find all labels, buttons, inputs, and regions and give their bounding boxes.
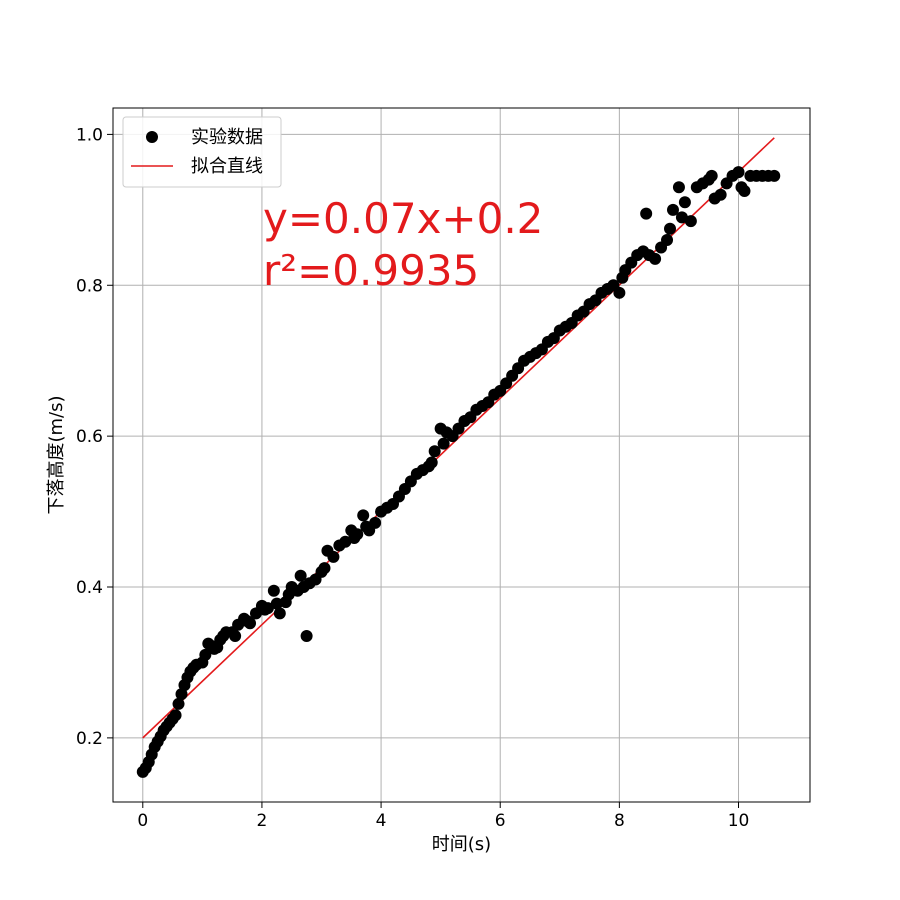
y-tick-label: 0.8: [76, 276, 103, 296]
y-tick-label: 0.4: [76, 578, 103, 598]
data-point: [327, 550, 340, 563]
data-point: [425, 456, 438, 469]
data-point: [273, 607, 286, 620]
x-tick-label: 0: [137, 811, 148, 831]
data-point: [267, 584, 280, 597]
data-point: [369, 516, 382, 529]
grid: [113, 108, 810, 802]
x-tick-label: 8: [614, 811, 625, 831]
data-point: [666, 203, 679, 216]
data-point: [613, 286, 626, 299]
data-point: [768, 169, 781, 182]
r-squared-annotation: r²=0.9935: [263, 246, 479, 295]
data-point: [357, 509, 370, 522]
data-point: [175, 688, 188, 701]
legend-box: [122, 116, 282, 188]
data-point: [714, 188, 727, 201]
data-point: [640, 207, 653, 220]
data-point: [428, 445, 441, 458]
x-tick-label: 4: [376, 811, 387, 831]
legend-label-scatter: 实验数据: [191, 127, 263, 148]
data-point: [261, 602, 274, 615]
data-point: [732, 166, 745, 179]
data-point: [678, 196, 691, 209]
data-point: [684, 215, 697, 228]
legend-label-fit: 拟合直线: [191, 156, 263, 177]
x-tick-label: 2: [257, 811, 268, 831]
data-point: [664, 222, 677, 235]
data-point: [437, 437, 450, 450]
y-tick-label: 0.6: [76, 427, 103, 447]
legend-marker-scatter: [146, 131, 158, 143]
y-tick-label: 0.2: [76, 729, 103, 749]
data-point: [300, 630, 313, 643]
data-point: [738, 184, 751, 197]
data-point: [172, 697, 185, 710]
data-point: [705, 169, 718, 182]
legend: 实验数据 拟合直线: [122, 116, 282, 188]
y-tick-label: 1.0: [76, 125, 103, 145]
data-point: [270, 597, 283, 610]
data-point: [661, 234, 674, 247]
x-tick-label: 10: [728, 811, 750, 831]
data-point: [294, 569, 307, 582]
data-point: [649, 252, 662, 265]
data-point: [169, 709, 182, 722]
data-point: [244, 617, 257, 630]
data-point: [351, 528, 364, 541]
axis-ticks: 0 2 4 6 8 10 0.2 0.4 0.6 0.8 1.0: [76, 125, 749, 831]
data-point: [672, 181, 685, 194]
plot-frame: [112, 107, 811, 803]
data-point: [229, 630, 242, 643]
data-point: [199, 648, 212, 661]
data-point: [318, 562, 331, 575]
x-axis-label: 时间(s): [432, 834, 491, 855]
scatter-points: [136, 166, 781, 778]
x-tick-label: 6: [495, 811, 506, 831]
y-axis-label: 下落高度(m/s): [46, 395, 67, 514]
equation-annotation: y=0.07x+0.2: [263, 194, 543, 243]
